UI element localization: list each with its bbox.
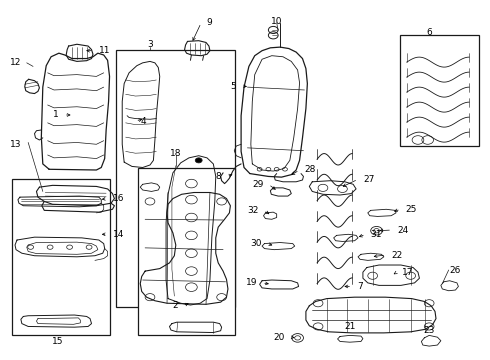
Text: 22: 22 <box>391 251 402 260</box>
Bar <box>116 50 235 307</box>
Text: 13: 13 <box>10 140 22 149</box>
Text: 18: 18 <box>170 149 182 158</box>
Text: 11: 11 <box>99 46 110 55</box>
Text: 16: 16 <box>113 194 124 203</box>
Text: 32: 32 <box>247 206 259 215</box>
Text: 10: 10 <box>271 17 282 26</box>
Bar <box>12 179 110 336</box>
Text: 6: 6 <box>426 28 432 37</box>
Text: 26: 26 <box>450 266 461 275</box>
Text: 20: 20 <box>273 333 285 342</box>
Text: 15: 15 <box>51 337 63 346</box>
Text: 19: 19 <box>245 278 257 287</box>
Text: 3: 3 <box>147 40 153 49</box>
Text: 25: 25 <box>406 205 417 214</box>
Text: 23: 23 <box>423 326 435 335</box>
Text: 21: 21 <box>344 322 355 331</box>
Text: 8: 8 <box>216 172 221 181</box>
Bar <box>138 168 235 336</box>
Text: 30: 30 <box>250 239 262 248</box>
Text: 17: 17 <box>402 268 414 277</box>
Text: 27: 27 <box>363 175 374 184</box>
Bar <box>400 35 479 146</box>
Text: 31: 31 <box>371 230 382 239</box>
Text: 4: 4 <box>140 117 146 126</box>
Circle shape <box>196 158 202 163</box>
Text: 2: 2 <box>172 301 178 310</box>
Text: 24: 24 <box>397 225 408 234</box>
Text: 5: 5 <box>230 82 236 91</box>
Text: 14: 14 <box>113 230 124 239</box>
Text: 12: 12 <box>10 58 22 67</box>
Text: 29: 29 <box>252 180 264 189</box>
Text: 7: 7 <box>357 282 363 291</box>
Text: 9: 9 <box>206 18 212 27</box>
Text: 1: 1 <box>53 111 59 120</box>
Text: 28: 28 <box>304 166 316 175</box>
